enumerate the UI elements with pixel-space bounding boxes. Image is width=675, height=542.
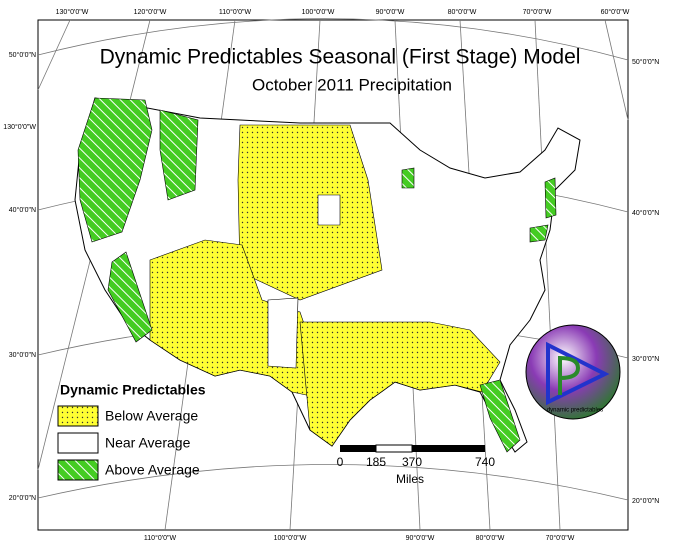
graticule-label: 110°0'0"W: [219, 8, 252, 16]
graticule-label: 50°0'0"N: [632, 58, 659, 66]
map-title: Dynamic Predictables Seasonal (First Sta…: [100, 46, 581, 69]
scale-label: 0: [337, 455, 344, 469]
graticule-label: 110°0'0"W: [144, 534, 177, 542]
legend-label: Near Average: [105, 435, 191, 451]
graticule-label: 30°0'0"N: [9, 351, 36, 359]
legend-swatch: [57, 405, 99, 427]
legend-swatch: [57, 459, 99, 481]
legend-title: Dynamic Predictables: [60, 382, 206, 398]
graticule-label: 90°0'0"W: [376, 8, 405, 16]
graticule-label: 40°0'0"N: [9, 206, 36, 214]
graticule-label: 60°0'0"W: [601, 8, 630, 16]
legend-swatch: [57, 432, 99, 454]
graticule-label: 90°0'0"W: [406, 534, 435, 542]
graticule-label: 100°0'0"W: [274, 534, 307, 542]
graticule-label: 40°0'0"N: [632, 209, 659, 217]
scale-label: 370: [402, 455, 422, 469]
graticule-label: 30°0'0"N: [632, 355, 659, 363]
legend-label: Below Average: [105, 408, 198, 424]
graticule-label: 120°0'0"W: [134, 8, 167, 16]
logo: [525, 324, 621, 420]
graticule-label: 50°0'0"N: [9, 51, 36, 59]
graticule-label: 130°0'0"W: [56, 8, 89, 16]
graticule-label: 20°0'0"N: [9, 494, 36, 502]
graticule-label: 20°0'0"N: [632, 497, 659, 505]
graticule-label: 70°0'0"W: [523, 8, 552, 16]
map-subtitle: October 2011 Precipitation: [252, 75, 452, 94]
scale-bar: [340, 444, 485, 453]
scale-label: 185: [366, 455, 386, 469]
logo-text: dynamic predictables: [547, 408, 603, 414]
graticule-label: 130°0'0"W: [3, 123, 36, 131]
graticule-label: 100°0'0"W: [302, 8, 335, 16]
graticule-label: 70°0'0"W: [546, 534, 575, 542]
scale-unit: Miles: [396, 472, 424, 486]
scale-label: 740: [475, 455, 495, 469]
legend-label: Above Average: [105, 462, 200, 478]
graticule-label: 80°0'0"W: [448, 8, 477, 16]
regions: [77, 97, 557, 453]
graticule-label: 80°0'0"W: [476, 534, 505, 542]
